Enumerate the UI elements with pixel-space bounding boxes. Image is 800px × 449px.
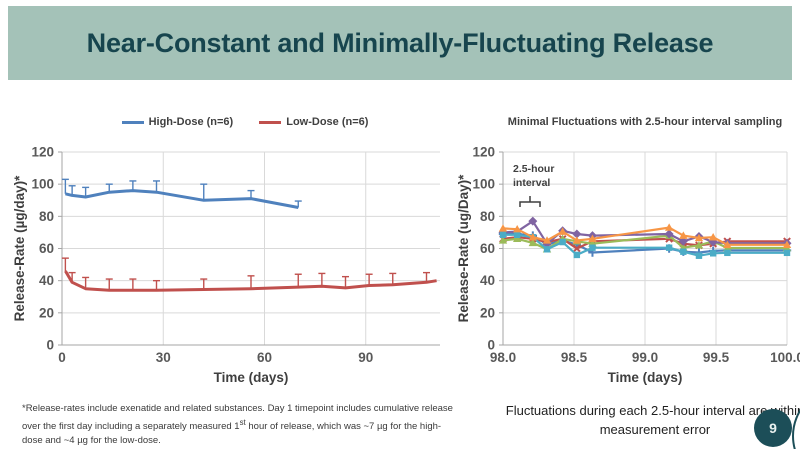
svg-text:Time (days): Time (days): [214, 370, 289, 385]
svg-text:90: 90: [358, 350, 373, 365]
svg-text:100: 100: [472, 177, 495, 192]
svg-text:60: 60: [480, 241, 495, 256]
legend-item-high-dose: High-Dose (n=6): [121, 116, 234, 128]
low-dose-line-swatch: [259, 120, 282, 124]
fluctuation-caption: Fluctuations during each 2.5-hour interv…: [505, 403, 800, 437]
svg-text:60: 60: [39, 241, 54, 256]
svg-text:0: 0: [58, 350, 66, 365]
slide-title: Near-Constant and Minimally-Fluctuating …: [86, 27, 714, 58]
svg-text:80: 80: [480, 209, 495, 224]
release-rate-footnote: *Release-rates include exenatide and rel…: [22, 402, 458, 448]
svg-text:120: 120: [31, 145, 54, 160]
slide-header: Near-Constant and Minimally-Fluctuating …: [8, 6, 792, 80]
fluctuation-interval-chart: 0 20 40 60 80 100 120 98.0 98.5 99.0 99.5 100.0 Time…: [456, 116, 800, 385]
low-dose-legend-label: Low-Dose (n=6): [286, 116, 369, 128]
svg-text:40: 40: [480, 273, 495, 288]
page-number-badge: 9: [754, 409, 792, 447]
svg-text:99.5: 99.5: [703, 350, 730, 365]
svg-text:0: 0: [46, 338, 54, 353]
high-dose-legend-label: High-Dose (n=6): [148, 116, 234, 128]
svg-text:60: 60: [257, 350, 272, 365]
svg-text:2.5-hour: 2.5-hour: [513, 163, 554, 175]
svg-text:100.0: 100.0: [770, 350, 800, 365]
svg-text:Minimal Fluctuations with 2.5-: Minimal Fluctuations with 2.5-hour inter…: [508, 116, 782, 128]
svg-text:80: 80: [39, 209, 54, 224]
svg-text:Time (days): Time (days): [608, 370, 683, 385]
svg-text:20: 20: [480, 305, 495, 320]
svg-text:20: 20: [39, 305, 54, 320]
dose-chart-legend: High-Dose (n=6) Low-Dose (n=6): [30, 116, 460, 128]
legend-item-low-dose: Low-Dose (n=6): [259, 116, 368, 128]
footnote-text: *Release-rates include exenatide and rel…: [22, 403, 453, 433]
svg-text:99.0: 99.0: [632, 350, 658, 365]
svg-text:30: 30: [156, 350, 171, 365]
svg-text:Release-Rate (ug/Day)*: Release-Rate (ug/Day)*: [456, 174, 471, 323]
svg-text:40: 40: [39, 273, 54, 288]
svg-text:Release-Rate (µg/day)*: Release-Rate (µg/day)*: [12, 175, 27, 322]
svg-text:interval: interval: [513, 177, 550, 189]
svg-text:120: 120: [472, 145, 495, 160]
footnote-text-continued: hour of release, which was ~7 µg for the…: [22, 421, 442, 447]
svg-text:98.5: 98.5: [561, 350, 588, 365]
footnote-superscript: st: [239, 418, 246, 427]
svg-text:100: 100: [31, 177, 54, 192]
svg-text:98.0: 98.0: [490, 350, 516, 365]
high-dose-line-swatch: [121, 120, 144, 124]
dose-release-rate-chart: 0 20 40 60 80 100 120 0 30 60 90 Time (days) Release…: [12, 145, 440, 385]
svg-text:0: 0: [487, 338, 495, 353]
